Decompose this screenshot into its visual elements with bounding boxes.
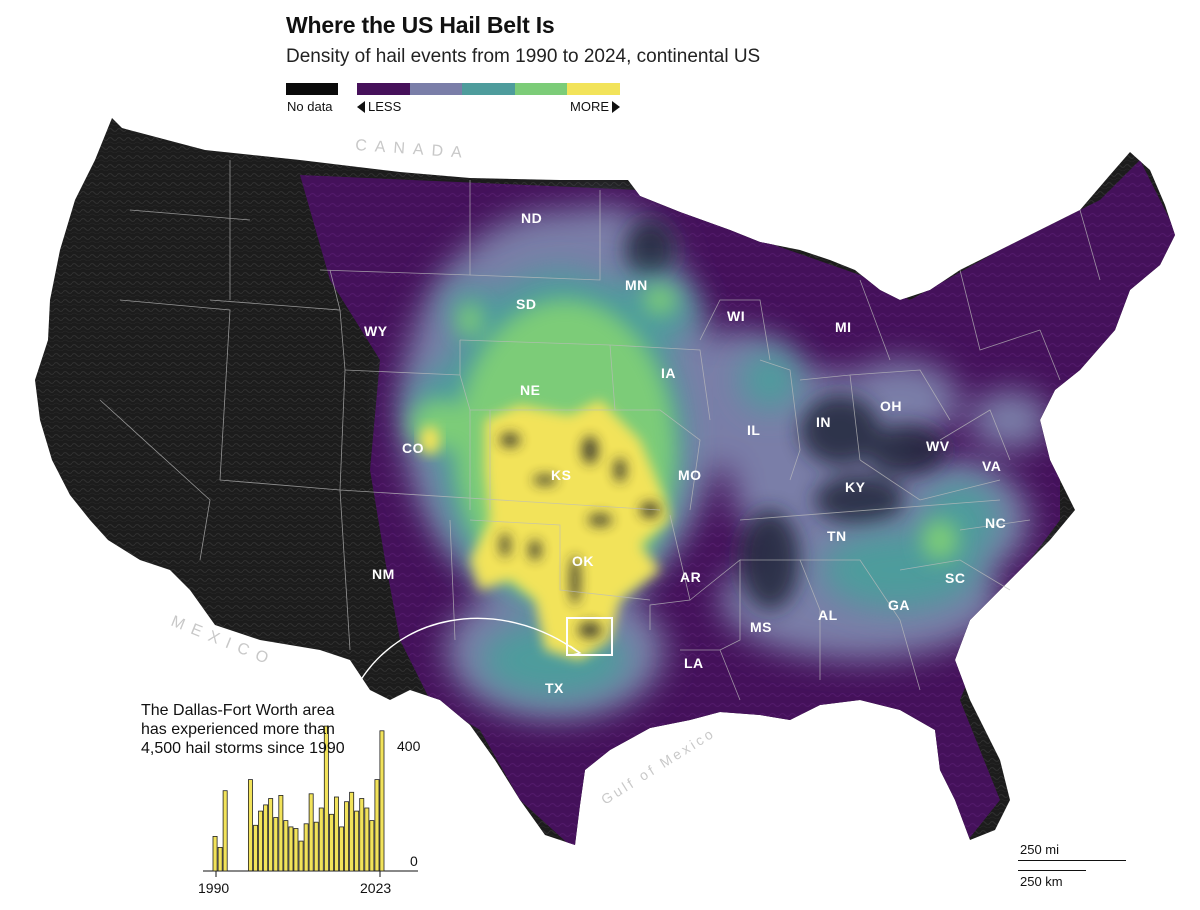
ramp-swatch-2 [409, 83, 463, 95]
bar-2016 [344, 801, 349, 872]
state-borders [99, 160, 1101, 701]
state-label-ia: IA [661, 365, 676, 381]
bar-2003 [278, 795, 284, 872]
bar-2018 [354, 810, 360, 872]
canada-label: CANADA [355, 137, 471, 162]
state-label-in: IN [816, 414, 831, 430]
ramp-swatch-1 [357, 83, 410, 95]
state-label-co: CO [402, 440, 424, 456]
bar-2006 [293, 828, 299, 872]
state-label-va: VA [982, 458, 1001, 474]
state-label-mo: MO [678, 467, 702, 483]
scale-miles-label: 250 mi [1020, 842, 1060, 857]
bar-2000 [263, 804, 269, 872]
ramp-swatch-3 [462, 83, 515, 95]
bar-2009 [308, 793, 314, 872]
bar-2015 [339, 826, 344, 872]
no-data-swatch [286, 83, 338, 95]
density-color-ramp [357, 83, 620, 95]
bar-2017 [349, 791, 355, 872]
dfw-annotation: The Dallas-Fort Worth area has experienc… [141, 702, 345, 757]
state-labels: ND MN SD WI MI WY NE IA CO KS IL IN OH W… [364, 210, 1006, 696]
triangle-right-icon [612, 100, 620, 113]
bar-2005 [288, 826, 294, 872]
more-label: MORE [570, 99, 620, 114]
bar-2022 [374, 779, 380, 872]
state-label-ms: MS [750, 619, 772, 635]
bar-2014 [333, 796, 339, 872]
x-tick-label-2023: 2023 [360, 880, 391, 896]
bar-2007 [298, 840, 304, 872]
state-label-tn: TN [827, 528, 847, 544]
bar-1997 [247, 779, 253, 872]
bar-1991 [217, 847, 223, 872]
bar-1990 [212, 836, 218, 872]
state-label-ok: OK [572, 553, 594, 569]
triangle-left-icon [357, 100, 365, 113]
x-tick-label-1990: 1990 [198, 880, 229, 896]
bar-2012 [323, 725, 329, 872]
scale-miles-line [1018, 860, 1126, 861]
state-label-wy: WY [364, 323, 388, 339]
state-label-ar: AR [680, 569, 701, 585]
state-label-wi: WI [727, 308, 745, 324]
no-data-label: No data [287, 99, 333, 114]
state-label-tx: TX [545, 680, 564, 696]
less-label: LESS [357, 99, 401, 114]
bar-1999 [258, 810, 263, 872]
state-label-ga: GA [888, 597, 910, 613]
bar-2004 [283, 820, 289, 872]
bar-2019 [359, 798, 365, 872]
state-label-nc: NC [985, 515, 1006, 531]
bar-2002 [273, 817, 279, 872]
density-legend: No data LESS MORE [286, 83, 626, 119]
page-title: Where the US Hail Belt Is [286, 12, 555, 38]
bar-2008 [303, 823, 309, 872]
bar-2010 [313, 821, 319, 872]
state-label-mn: MN [625, 277, 648, 293]
dfw-callout-arrowhead [569, 645, 582, 656]
ramp-swatch-4 [514, 83, 568, 95]
dfw-highlight-box [566, 617, 613, 656]
dfw-bars-group [212, 725, 385, 872]
state-label-nd: ND [521, 210, 542, 226]
ramp-swatch-5 [567, 83, 620, 95]
state-label-nm: NM [372, 566, 395, 582]
bar-1998 [253, 824, 258, 872]
y-tick-label-400: 400 [397, 738, 421, 754]
state-label-ks: KS [551, 467, 571, 483]
bar-2021 [369, 820, 375, 872]
state-label-la: LA [684, 655, 704, 671]
page-subtitle: Density of hail events from 1990 to 2024… [286, 46, 761, 67]
state-label-ne: NE [520, 382, 540, 398]
state-label-sd: SD [516, 296, 536, 312]
bar-2013 [328, 813, 334, 872]
dfw-hail-bar-chart: 400 0 1990 2023 [198, 725, 421, 896]
less-label-text: LESS [368, 99, 402, 114]
scale-km-line [1018, 870, 1086, 871]
state-label-sc: SC [945, 570, 965, 586]
state-label-al: AL [818, 607, 838, 623]
state-label-wv: WV [926, 438, 950, 454]
hail-density-layer [300, 160, 1175, 845]
scale-km-label: 250 km [1020, 874, 1063, 889]
bar-2023 [379, 730, 385, 872]
more-label-text: MORE [570, 99, 609, 114]
bar-2011 [318, 807, 324, 872]
bar-2020 [364, 807, 370, 872]
bar-1992 [222, 790, 228, 872]
bar-2001 [268, 798, 274, 872]
y-tick-label-0: 0 [410, 853, 418, 869]
state-label-mi: MI [835, 319, 852, 335]
state-label-il: IL [747, 422, 760, 438]
state-label-oh: OH [880, 398, 902, 414]
state-label-ky: KY [845, 479, 866, 495]
dfw-callout-line [349, 617, 579, 701]
